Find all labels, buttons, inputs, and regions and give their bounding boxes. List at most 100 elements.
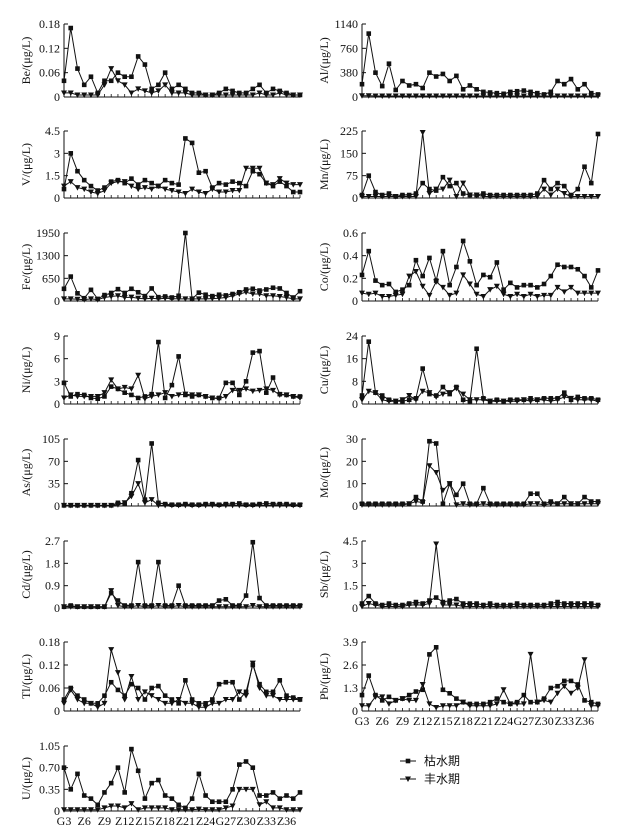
data-point-square [230, 787, 235, 792]
data-point-square [366, 594, 371, 599]
y-tick-label: 70 [48, 454, 60, 468]
data-point-square [75, 169, 80, 174]
data-point-square [522, 88, 527, 93]
data-point-square [447, 79, 452, 84]
data-point-square [143, 178, 148, 183]
data-point-square [454, 265, 459, 270]
data-point-square [190, 141, 195, 146]
data-point-square [75, 772, 80, 777]
data-point-square [575, 87, 580, 92]
data-point-square [75, 291, 80, 296]
data-point-square [89, 74, 94, 79]
data-point-square [562, 390, 567, 395]
data-point-square [149, 686, 154, 691]
x-tick-label: Z6 [78, 814, 91, 828]
data-point-triangle [521, 294, 527, 300]
data-point-square [244, 184, 249, 189]
data-point-square [562, 679, 567, 684]
x-tick-label: G27 [513, 714, 534, 728]
data-point-square [217, 181, 222, 186]
data-point-square [569, 679, 574, 684]
data-point-square [582, 82, 587, 87]
data-point-square [441, 501, 446, 506]
y-tick-label: 1140 [334, 17, 358, 31]
y-tick-label: 2.6 [343, 658, 358, 672]
data-point-square [366, 249, 371, 254]
series-wet-season [61, 66, 303, 98]
data-point-square [68, 26, 73, 31]
data-point-square [447, 283, 452, 288]
data-point-triangle [548, 700, 554, 706]
data-point-square [122, 390, 127, 395]
data-point-square [156, 83, 161, 88]
data-point-square [237, 697, 242, 702]
data-point-square [414, 495, 419, 500]
data-point-triangle [108, 647, 114, 653]
data-point-square [129, 74, 134, 79]
y-tick-label: 1.5 [343, 579, 358, 593]
data-point-square [95, 803, 100, 808]
y-axis-label: Mo/(μg/L) [317, 447, 331, 498]
data-point-square [257, 793, 262, 798]
data-point-triangle [61, 701, 67, 707]
y-tick-label: 24 [346, 329, 358, 343]
data-point-square [136, 182, 141, 187]
data-point-triangle [142, 396, 148, 402]
y-tick-label: 3 [54, 146, 60, 160]
y-tick-label: 0.06 [39, 66, 60, 80]
data-point-square [62, 381, 67, 386]
data-point-square [224, 597, 229, 602]
data-point-square [109, 680, 114, 685]
series-dry-season [62, 540, 303, 609]
y-tick-label: 0.35 [39, 782, 60, 796]
data-point-square [176, 583, 181, 588]
data-point-square [501, 700, 506, 705]
data-point-triangle [135, 187, 141, 193]
data-point-square [176, 803, 181, 808]
data-point-square [360, 82, 365, 87]
data-point-square [136, 290, 141, 295]
data-point-square [380, 84, 385, 89]
data-point-triangle [453, 502, 459, 508]
y-axis-label: Co/(μg/L) [317, 243, 331, 291]
data-point-square [427, 70, 432, 75]
data-point-square [373, 190, 378, 195]
data-point-square [387, 61, 392, 66]
data-point-triangle [507, 294, 513, 300]
data-point-square [136, 768, 141, 773]
data-point-square [555, 79, 560, 84]
data-point-triangle [128, 184, 134, 190]
data-point-square [366, 673, 371, 678]
data-point-square [109, 384, 114, 389]
y-tick-label: 0.18 [39, 635, 60, 649]
data-point-square [149, 441, 154, 446]
y-tick-label: 760 [340, 41, 358, 55]
y-axis-label: Cu/(μg/L) [317, 346, 331, 394]
data-point-triangle [149, 187, 155, 193]
data-point-square [62, 78, 67, 83]
data-point-square [217, 598, 222, 603]
data-point-triangle [135, 697, 141, 703]
data-point-square [434, 74, 439, 79]
data-point-square [528, 283, 533, 288]
data-point-square [474, 283, 479, 288]
data-point-square [284, 793, 289, 798]
data-point-square [136, 458, 141, 463]
y-tick-label: 1.05 [39, 739, 60, 753]
series-wet-season [359, 386, 601, 404]
data-point-square [136, 560, 141, 565]
data-point-square [360, 693, 365, 698]
series-dry-season [360, 31, 601, 96]
data-point-square [244, 759, 249, 764]
data-point-square [89, 184, 94, 189]
series-line [64, 749, 300, 808]
data-point-square [163, 793, 168, 798]
x-tick-label: Z18 [155, 814, 174, 828]
data-point-triangle [467, 282, 473, 288]
data-point-square [217, 799, 222, 804]
data-point-square [89, 796, 94, 801]
data-point-triangle [101, 188, 107, 194]
y-tick-label: 35 [48, 477, 60, 491]
data-point-square [407, 693, 412, 698]
